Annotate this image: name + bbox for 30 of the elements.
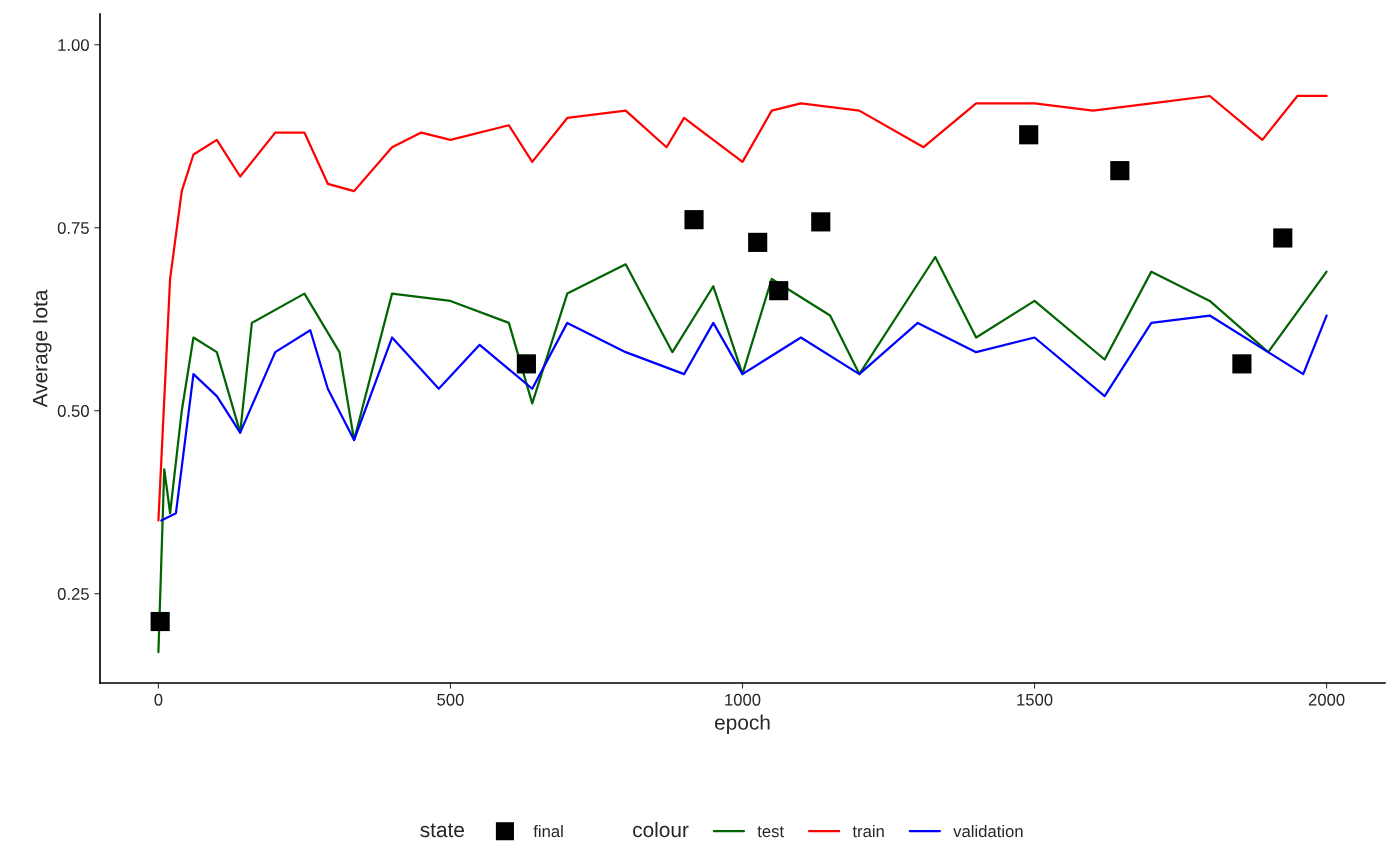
point [684, 210, 704, 230]
point [1273, 228, 1293, 248]
legend-label: train [852, 824, 884, 838]
x-tick-label: 500 [437, 693, 464, 706]
x-tick-label: 0 [154, 693, 163, 706]
text: state [420, 823, 464, 838]
legend-label: final [533, 824, 563, 838]
x-tick-label: 1000 [725, 693, 761, 706]
y-axis-title: Average Iota [32, 289, 52, 408]
point [516, 354, 536, 374]
legend-label: validation [953, 824, 1023, 838]
y-tick-label: 0.50 [57, 405, 89, 417]
point [150, 611, 170, 632]
point [1019, 125, 1039, 145]
line-series [157, 94, 1328, 522]
y-tick-label: 1.00 [58, 39, 89, 51]
line-series [160, 314, 1328, 522]
x-axis-title: epoch [715, 714, 770, 734]
x-tick-label: 2000 [1308, 693, 1345, 706]
point [769, 281, 789, 301]
point [811, 212, 831, 232]
point [1110, 161, 1130, 181]
y-tick-label: 0.25 [57, 588, 89, 600]
point [1232, 354, 1252, 374]
line-series [157, 255, 1328, 654]
point [748, 232, 768, 252]
legend-label: test [757, 826, 784, 838]
y-tick-label: 0.75 [57, 222, 89, 234]
text: colour [633, 821, 689, 838]
x-tick-label: 1500 [1017, 693, 1053, 706]
